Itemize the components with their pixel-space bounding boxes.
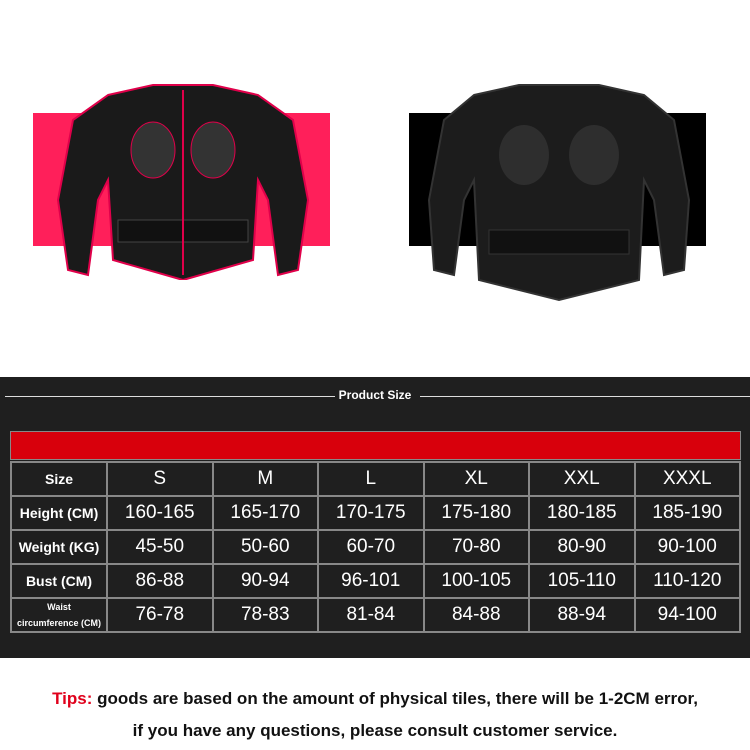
table-cell: 175-180 [422, 495, 530, 531]
table-cell: 185-190 [633, 495, 741, 531]
table-cell: 170-175 [317, 495, 425, 531]
header-cell: XL [422, 461, 530, 497]
table-row-waist: Waist circumference (CM) 76-78 78-83 81-8… [10, 597, 741, 633]
jacket-black-illustration [427, 84, 691, 302]
table-cell: 160-165 [106, 495, 214, 531]
table-row-height: Height (CM) 160-165 165-170 170-175 175-… [10, 495, 741, 531]
table-row-size: Size S M L XL XXL XXXL [10, 461, 741, 497]
row-label: Bust (CM) [10, 563, 108, 599]
table-cell: 94-100 [633, 597, 741, 633]
table-cell: 86-88 [106, 563, 214, 599]
table-cell: 180-185 [528, 495, 636, 531]
table-cell: 100-105 [422, 563, 530, 599]
table-cell: 81-84 [317, 597, 425, 633]
table-row-bust: Bust (CM) 86-88 90-94 96-101 100-105 105… [10, 563, 741, 599]
header-cell: M [211, 461, 319, 497]
table-cell: 80-90 [528, 529, 636, 565]
size-chart-title: Product Size [334, 388, 416, 402]
table-cell: 60-70 [317, 529, 425, 565]
header-cell: L [317, 461, 425, 497]
table-row-weight: Weight (KG) 45-50 50-60 60-70 70-80 80-9… [10, 529, 741, 565]
size-chart-panel: Product Size Size S M L XL XXL XXXL Heig… [0, 377, 750, 658]
header-cell: S [106, 461, 214, 497]
table-cell: 96-101 [317, 563, 425, 599]
table-cell: 105-110 [528, 563, 636, 599]
table-cell: 84-88 [422, 597, 530, 633]
table-cell: 90-94 [211, 563, 319, 599]
title-divider-right [420, 396, 750, 397]
table-cell: 110-120 [633, 563, 741, 599]
row-label: Waist circumference (CM) [10, 597, 108, 633]
title-divider-left [5, 396, 335, 397]
jacket-red-illustration [56, 84, 310, 282]
product-image-red [33, 80, 333, 282]
tips-label: Tips: [52, 689, 93, 708]
row-label: Height (CM) [10, 495, 108, 531]
table-cell: 78-83 [211, 597, 319, 633]
product-image-black [409, 80, 709, 305]
red-header-bar [10, 431, 741, 460]
row-label-line1: Waist [47, 602, 71, 612]
tips-line2: if you have any questions, please consul… [132, 721, 618, 740]
tips-text: Tips: goods are based on the amount of p… [0, 683, 750, 747]
table-cell: 45-50 [106, 529, 214, 565]
row-label: Weight (KG) [10, 529, 108, 565]
header-cell: XXL [528, 461, 636, 497]
table-cell: 165-170 [211, 495, 319, 531]
tips-line1: goods are based on the amount of physica… [92, 689, 698, 708]
table-cell: 88-94 [528, 597, 636, 633]
header-cell: XXXL [633, 461, 741, 497]
table-cell: 90-100 [633, 529, 741, 565]
table-cell: 50-60 [211, 529, 319, 565]
row-label-line2: circumference (CM) [16, 618, 102, 628]
header-cell: Size [10, 461, 108, 497]
size-table: Size S M L XL XXL XXXL Height (CM) 160-1… [10, 461, 741, 633]
table-cell: 76-78 [106, 597, 214, 633]
table-cell: 70-80 [422, 529, 530, 565]
